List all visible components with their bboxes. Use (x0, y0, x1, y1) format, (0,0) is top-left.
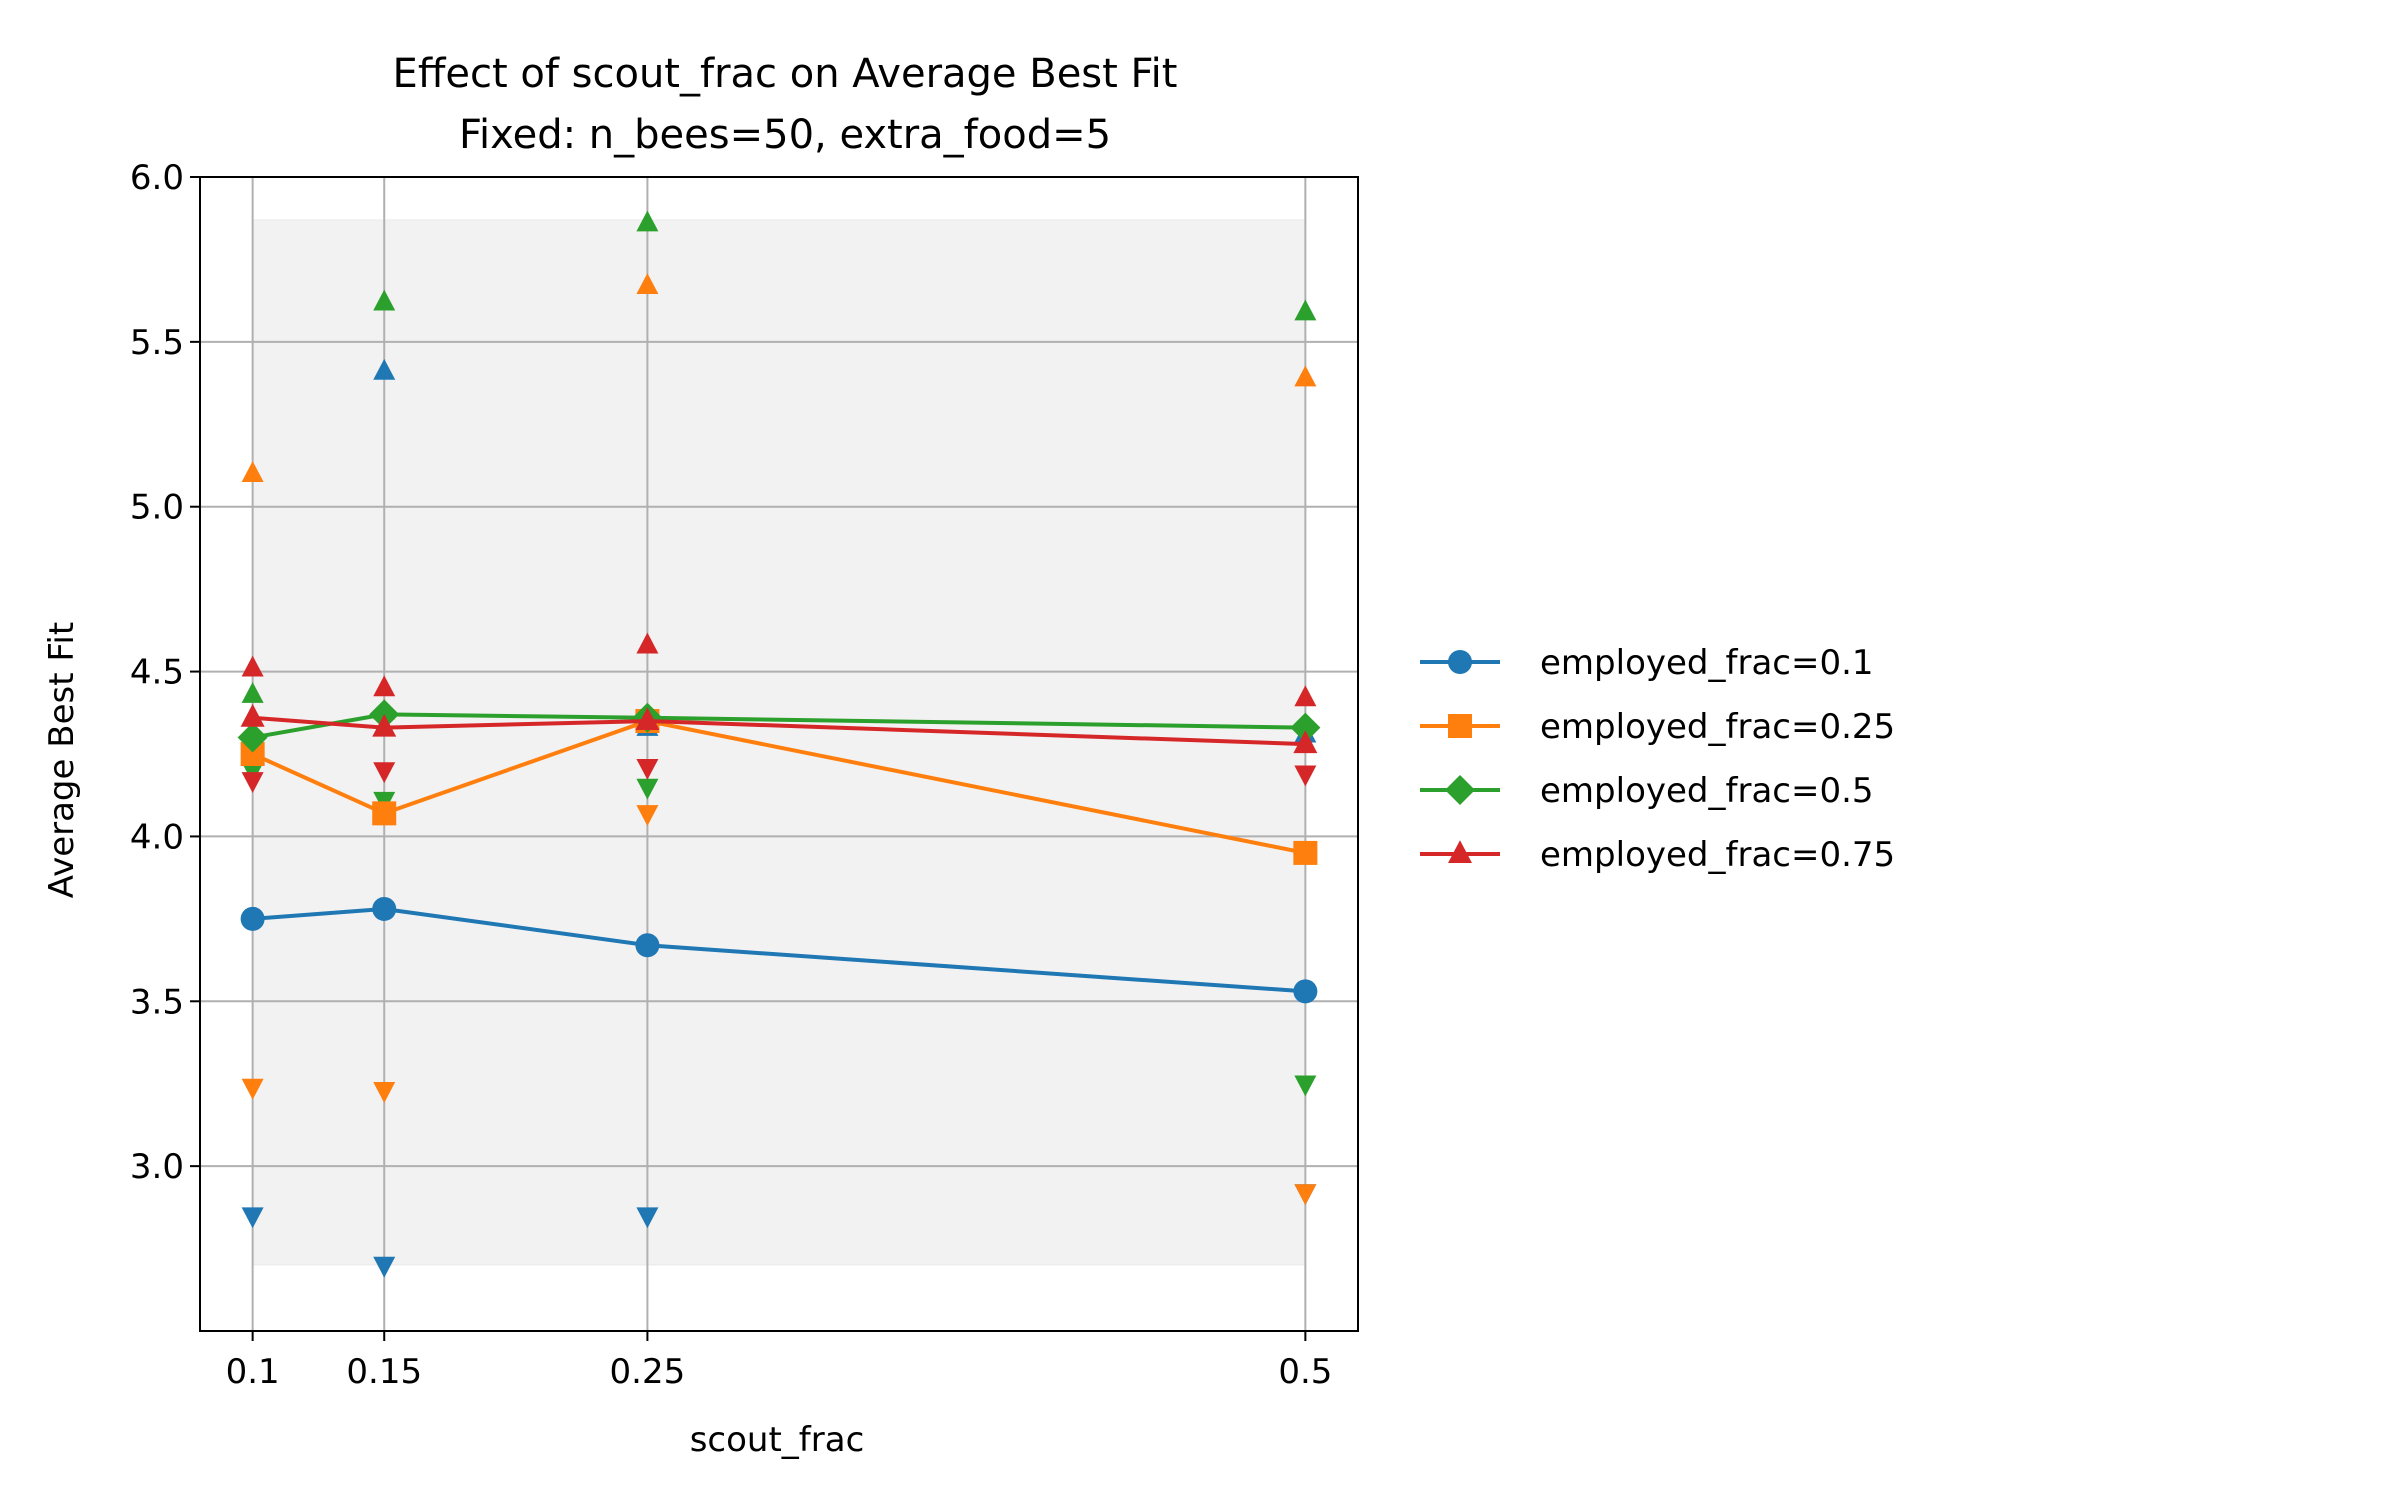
series-3-line (252, 715, 1306, 747)
legend: employed_frac=0.1 employed_frac=0.25emplo… (1420, 643, 1895, 875)
series-1-lower-marker (636, 805, 659, 826)
series-2-line (252, 712, 1306, 740)
chart-subtitle: Fixed: n_bees=50, extra_food=5 (459, 112, 1111, 158)
series-0-line (252, 906, 1306, 994)
legend-marker (1445, 775, 1475, 805)
legend-marker (1448, 650, 1472, 674)
shaded-band (252, 219, 1306, 1266)
y-tick-label: 4.5 (130, 653, 184, 693)
series-1-lower-marker (373, 1082, 396, 1103)
chart-title: Effect of scout_frac on Average Best Fit (393, 51, 1178, 97)
series-0-point (1293, 979, 1318, 1004)
series-0-point (240, 906, 265, 931)
y-axis-label: Average Best Fit (42, 622, 82, 898)
series-2-point (1290, 712, 1321, 743)
legend-label: employed_frac=0.25 (1540, 707, 1895, 747)
x-axis-label: scout_frac (690, 1420, 865, 1460)
series-3-lower-marker (1294, 765, 1317, 787)
y-tick-label: 3.5 (130, 982, 184, 1022)
series-0-upper-marker (373, 358, 396, 380)
legend-label: employed_frac=0.5 (1540, 771, 1874, 811)
plot-area: 3.0 3.5 4.0 4.5 5.0 5.5 6.0 0.1 0.15 0.25 0.5 (130, 158, 1359, 1392)
series-3-point (1293, 730, 1318, 754)
series-2-upper-marker (241, 682, 264, 703)
legend-label: employed_frac=0.75 (1540, 835, 1895, 875)
series-1-lower-marker (241, 1078, 264, 1100)
series-1-upper-marker (241, 461, 264, 482)
axes-frame (199, 176, 1359, 1332)
series-2-upper-marker (1294, 299, 1317, 321)
y-tick-label: 4.0 (130, 817, 184, 857)
series-2-lower-marker (1294, 1075, 1317, 1097)
series-3-lower-marker (373, 762, 396, 784)
series-2-upper-marker (636, 210, 659, 232)
x-tick-label: 0.25 (610, 1352, 686, 1392)
series-3-point (240, 703, 265, 727)
legend-label: employed_frac=0.1 (1540, 643, 1874, 683)
series-2-point (237, 722, 268, 753)
y-tick-label: 3.0 (130, 1147, 184, 1187)
y-tick-label: 6.0 (130, 158, 184, 198)
series-3-point (372, 713, 397, 737)
y-tick-label: 5.5 (130, 323, 184, 363)
series-3-upper-marker (241, 655, 264, 677)
series-0-lower-marker (241, 1207, 264, 1229)
series-3-upper-marker (373, 675, 396, 697)
series-1-upper-marker (1294, 365, 1317, 387)
series-3-point (635, 707, 660, 731)
y-tick-label: 5.0 (130, 488, 184, 528)
legend-marker (1448, 840, 1472, 863)
series-0-lower-marker (636, 1207, 659, 1229)
series-2-upper-marker (373, 289, 396, 311)
series-1-line (251, 718, 1306, 855)
series-3-upper-marker (636, 632, 659, 654)
series-3-lower-marker (241, 772, 264, 794)
series-3-upper-marker (1294, 685, 1317, 707)
series-1-upper-marker (636, 273, 659, 295)
x-tick-label: 0.15 (346, 1352, 422, 1392)
series-3-lower-marker (636, 758, 659, 780)
series-1-lower-marker (1294, 1184, 1317, 1206)
legend-marker (1448, 714, 1472, 738)
series-2-lower-marker (636, 778, 659, 800)
series-0-lower-marker (373, 1256, 396, 1278)
x-tick-label: 0.1 (226, 1352, 280, 1392)
series-1-point (1293, 840, 1318, 865)
series-0-point (372, 896, 397, 921)
series-1-point (240, 742, 265, 766)
series-1-point (372, 801, 397, 826)
series-0-point (635, 933, 660, 958)
x-tick-label: 0.5 (1278, 1352, 1332, 1392)
